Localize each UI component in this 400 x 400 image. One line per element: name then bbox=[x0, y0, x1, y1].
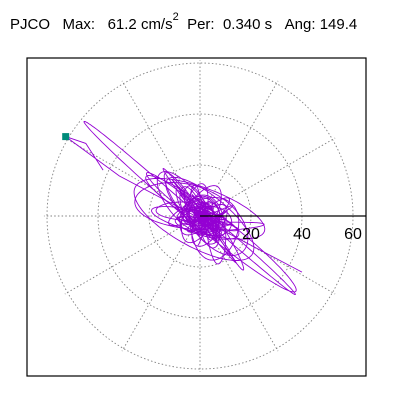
tick-label-60: 60 bbox=[344, 226, 362, 243]
trace-loop-1 bbox=[133, 176, 266, 261]
grid-spoke-150 bbox=[64, 137, 201, 217]
grid-spoke-60 bbox=[199, 80, 279, 217]
ang-label: Ang: bbox=[284, 16, 316, 33]
chart-title: PJCO Max: 61.2 cm/s2 Per: 0.340 s Ang: 1… bbox=[10, 11, 358, 33]
max-unit-exponent: 2 bbox=[172, 11, 179, 23]
grid-spoke-210 bbox=[64, 215, 201, 295]
max-unit: cm/s bbox=[140, 16, 173, 33]
per-value: 0.340 s bbox=[222, 16, 273, 33]
per-label: Per: bbox=[187, 16, 215, 33]
particle-motion-trace bbox=[65, 120, 303, 295]
ang-value: 149.4 bbox=[319, 16, 358, 33]
peak-marker bbox=[62, 133, 70, 141]
tick-label-40: 40 bbox=[293, 226, 311, 243]
tick-label-20: 20 bbox=[242, 226, 260, 243]
radial-tick-labels: 20 40 60 bbox=[242, 226, 362, 243]
max-value: 61.2 bbox=[107, 16, 137, 33]
grid-spoke-240 bbox=[121, 215, 201, 352]
plot-frame bbox=[26, 57, 367, 377]
trace-principal-swings bbox=[83, 120, 297, 295]
station-code: PJCO bbox=[10, 16, 51, 33]
max-label: Max: bbox=[62, 16, 96, 33]
trace-peak-stroke bbox=[65, 136, 303, 273]
